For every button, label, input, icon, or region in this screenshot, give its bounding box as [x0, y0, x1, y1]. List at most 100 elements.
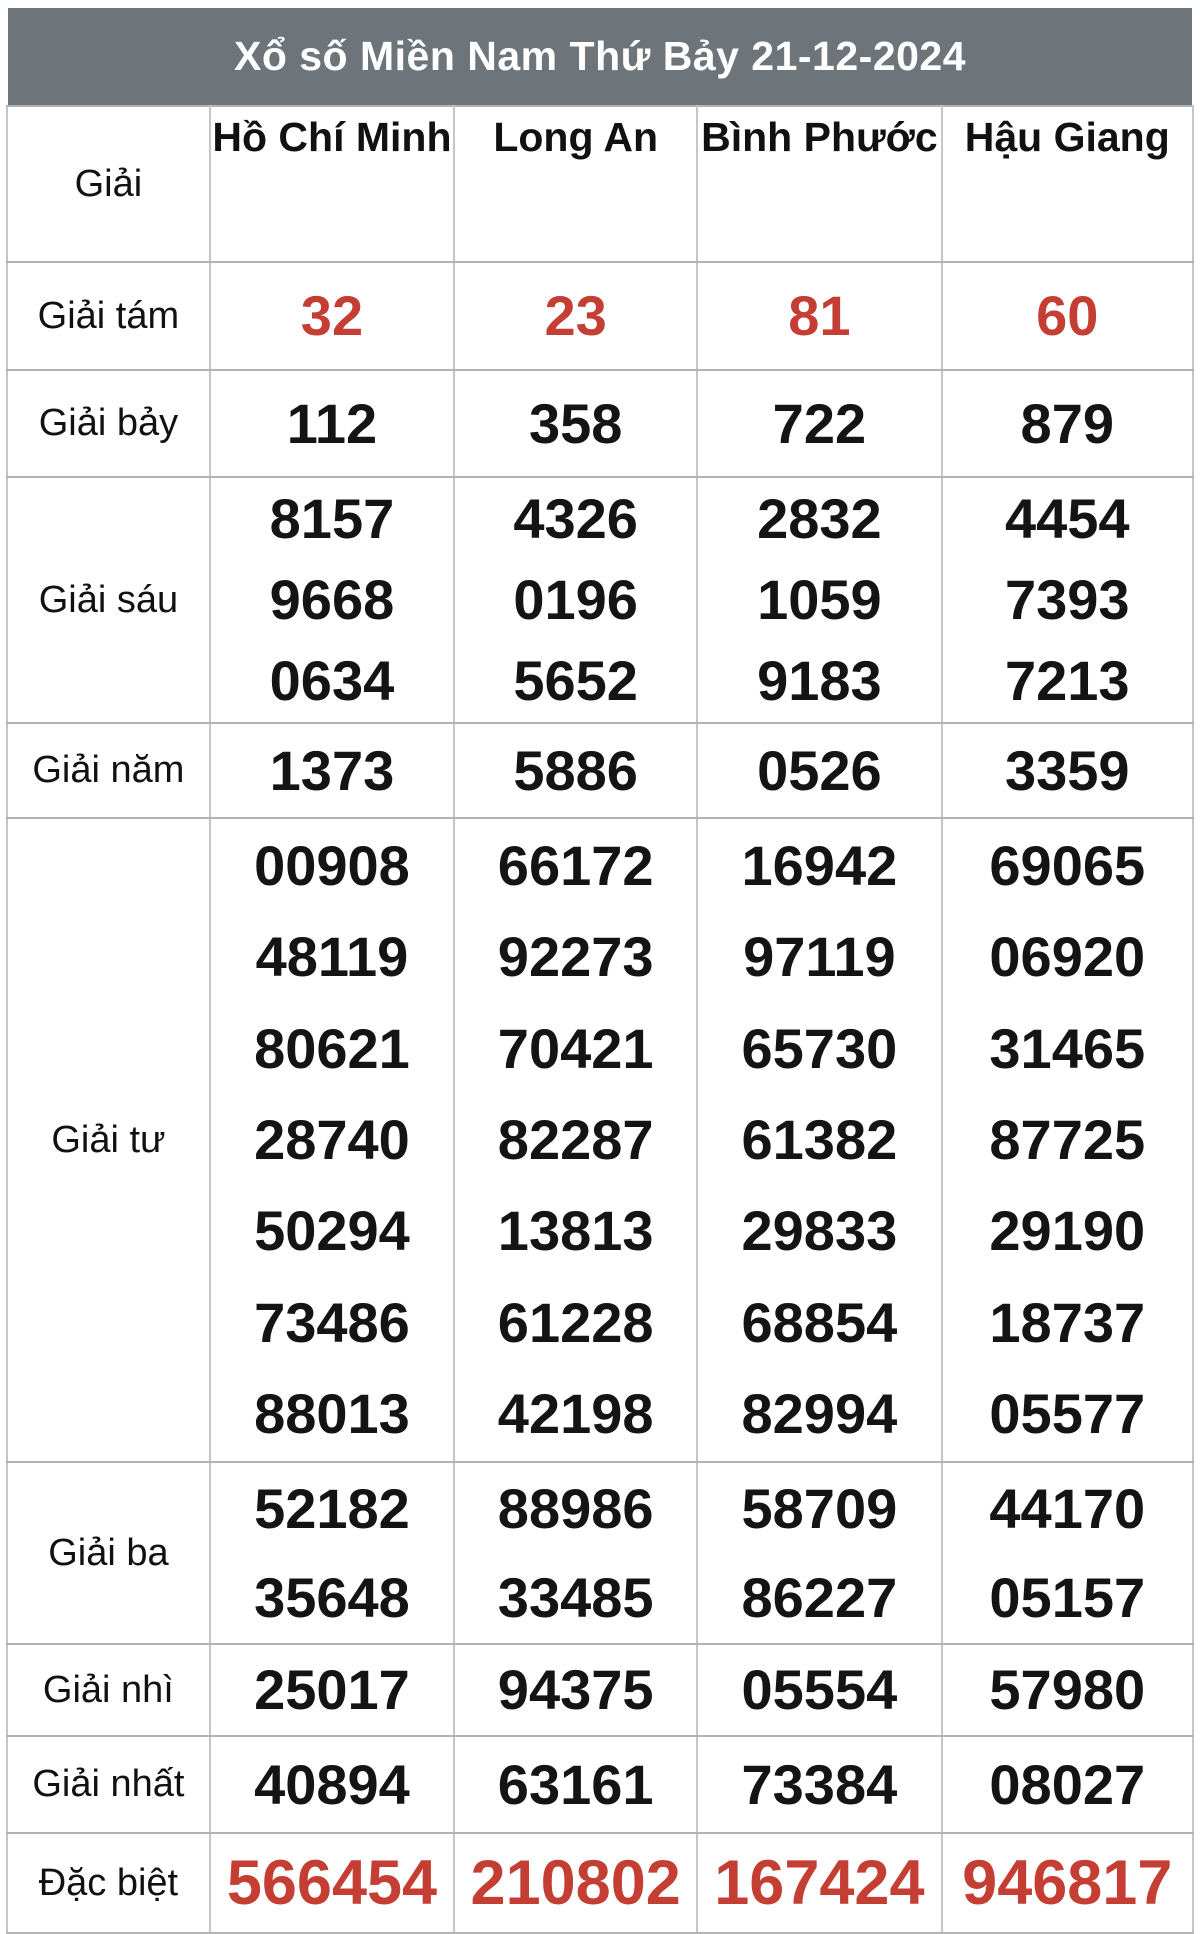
prize-label: Giải năm — [6, 722, 211, 819]
result-cell: 0526 — [696, 722, 943, 819]
prize-row: Giải nhì 25017 94375 05554 57980 — [6, 1643, 1195, 1737]
result-number: 23 — [544, 284, 607, 347]
province-header-ho-chi-minh: Hồ Chí Minh — [208, 105, 456, 263]
prize-row: Giải năm 1373 5886 0526 3359 — [6, 722, 1195, 819]
result-number: 879 — [1020, 391, 1114, 455]
result-number-stack: 0526 — [699, 725, 939, 816]
result-number-stack: 32 — [212, 264, 452, 368]
result-number: 3359 — [1004, 738, 1130, 802]
result-number-stack: 8157 9668 0634 — [212, 479, 452, 721]
result-number-stack: 05554 — [699, 1646, 939, 1734]
result-cell: 88986 33485 — [453, 1461, 699, 1645]
result-cell: 73384 — [696, 1735, 943, 1834]
prize-label: Đặc biệt — [6, 1832, 211, 1934]
result-cell: 05554 — [696, 1643, 943, 1737]
result-number: 8157 — [269, 487, 395, 551]
result-number-stack: 52182 35648 — [212, 1464, 452, 1642]
prize-label: Giải sáu — [6, 476, 211, 724]
result-cell: 57980 — [940, 1643, 1195, 1737]
result-number: 60 — [1036, 284, 1099, 347]
result-cell: 40894 — [208, 1735, 456, 1834]
result-number-stack: 40894 — [212, 1738, 452, 1831]
result-number: 73486 — [254, 1290, 410, 1354]
result-cell: 60 — [940, 261, 1195, 371]
result-number: 58709 — [741, 1476, 898, 1540]
result-cell: 4326 0196 5652 — [453, 476, 699, 724]
result-number: 358 — [528, 391, 623, 455]
page-title: Xổ số Miền Nam Thứ Bảy 21-12-2024 — [233, 33, 967, 79]
result-number: 5886 — [513, 738, 638, 802]
result-number: 63161 — [497, 1752, 654, 1816]
result-cell: 3359 — [940, 722, 1195, 819]
result-number: 28740 — [254, 1107, 410, 1171]
result-number: 81 — [788, 284, 851, 347]
province-header-long-an: Long An — [453, 105, 699, 263]
title-bar: Xổ số Miền Nam Thứ Bảy 21-12-2024 — [8, 8, 1192, 105]
result-cell: 81 — [696, 261, 943, 371]
result-cell: 94375 — [453, 1643, 699, 1737]
result-number: 31465 — [989, 1016, 1146, 1080]
result-number: 80621 — [254, 1016, 410, 1080]
result-number-stack: 4454 7393 7213 — [944, 479, 1191, 721]
result-number-stack: 1373 — [212, 725, 452, 816]
result-number: 82994 — [741, 1382, 898, 1446]
result-cell: 63161 — [453, 1735, 699, 1834]
result-number-stack: 16942 97119 65730 61382 29833 68854 82994 — [699, 820, 939, 1460]
result-number-stack: 73384 — [699, 1738, 939, 1831]
result-number: 5652 — [513, 648, 638, 712]
result-number-stack: 210802 — [456, 1835, 695, 1931]
prize-label: Giải nhì — [6, 1643, 211, 1737]
result-number: 94375 — [497, 1658, 654, 1721]
prize-row: Giải bảy 112 358 722 879 — [6, 369, 1195, 478]
result-number: 566454 — [226, 1847, 438, 1918]
result-number: 92273 — [497, 925, 654, 989]
prize-row: Giải tư 00908 48119 80621 28740 50294 73486 880… — [6, 817, 1195, 1463]
result-number: 61228 — [497, 1290, 654, 1354]
result-number-stack: 167424 — [699, 1835, 939, 1931]
results-table: Giải Hồ Chí Minh Long An Bình Phước Hậu … — [6, 105, 1195, 1934]
result-cell: 879 — [940, 369, 1195, 478]
result-number: 42198 — [497, 1382, 654, 1446]
province-header-hau-giang: Hậu Giang — [940, 105, 1195, 263]
result-number: 722 — [772, 391, 867, 455]
result-number-stack: 66172 92273 70421 82287 13813 61228 42198 — [456, 820, 695, 1460]
result-number: 69065 — [989, 833, 1146, 897]
result-number: 4326 — [513, 487, 638, 551]
result-number: 7213 — [1004, 648, 1130, 712]
result-number: 18737 — [989, 1290, 1146, 1354]
result-number-stack: 5886 — [456, 725, 695, 816]
header-row: Giải Hồ Chí Minh Long An Bình Phước Hậu … — [6, 105, 1195, 263]
result-number: 16942 — [741, 833, 898, 897]
prize-label: Giải tư — [6, 817, 211, 1463]
result-number-stack: 58709 86227 — [699, 1464, 939, 1642]
result-number: 97119 — [743, 925, 896, 989]
result-number: 44170 — [989, 1476, 1146, 1540]
result-cell: 5886 — [453, 722, 699, 819]
result-number: 2832 — [757, 487, 882, 551]
result-number: 0634 — [269, 648, 395, 712]
result-number: 73384 — [741, 1752, 898, 1816]
result-number: 29190 — [989, 1199, 1146, 1263]
result-number-stack: 81 — [699, 264, 939, 368]
result-cell: 358 — [453, 369, 699, 478]
result-number: 1373 — [269, 738, 395, 802]
results-body: Giải tám 32 23 81 60 Giải bảy 112 358 722 879 Giải… — [6, 261, 1195, 1934]
result-number: 06920 — [989, 925, 1146, 989]
result-number: 65730 — [741, 1016, 898, 1080]
result-cell: 8157 9668 0634 — [208, 476, 456, 724]
result-number: 0196 — [513, 567, 638, 631]
result-number: 210802 — [470, 1847, 681, 1918]
result-number-stack: 94375 — [456, 1646, 695, 1734]
result-number-stack: 4326 0196 5652 — [456, 479, 695, 721]
result-cell: 44170 05157 — [940, 1461, 1195, 1645]
result-number: 0526 — [757, 738, 882, 802]
result-cell: 25017 — [208, 1643, 456, 1737]
prize-label: Giải ba — [6, 1461, 211, 1645]
result-number: 86227 — [741, 1565, 898, 1629]
result-number-stack: 57980 — [944, 1646, 1191, 1734]
result-number-stack: 112 — [212, 372, 452, 475]
result-number: 66172 — [497, 833, 654, 897]
result-cell: 00908 48119 80621 28740 50294 73486 88013 — [208, 817, 456, 1463]
result-number-stack: 25017 — [212, 1646, 452, 1734]
